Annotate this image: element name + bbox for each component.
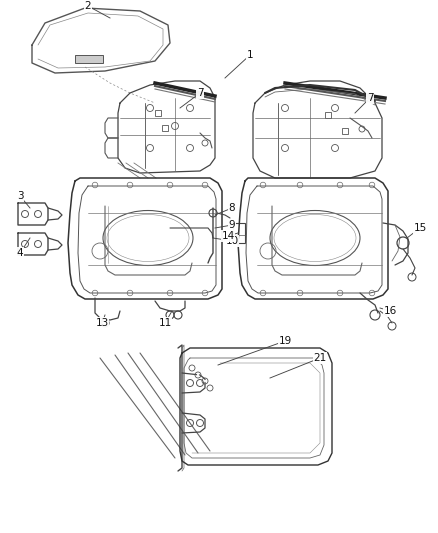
Bar <box>75 55 103 63</box>
Text: 7: 7 <box>367 93 373 103</box>
Text: 14: 14 <box>221 231 235 241</box>
Bar <box>155 110 161 116</box>
Text: 8: 8 <box>229 203 235 213</box>
Text: 3: 3 <box>17 191 23 201</box>
Text: 16: 16 <box>383 306 397 316</box>
Bar <box>325 112 331 118</box>
Text: 7: 7 <box>197 88 203 98</box>
Text: 4: 4 <box>17 248 23 258</box>
Circle shape <box>191 367 193 369</box>
Bar <box>233 223 245 243</box>
Text: 11: 11 <box>159 318 172 328</box>
Text: 1: 1 <box>247 50 253 60</box>
Text: 2: 2 <box>85 1 91 11</box>
Text: 13: 13 <box>95 318 109 328</box>
Text: 10: 10 <box>226 236 239 246</box>
Circle shape <box>204 380 206 382</box>
Circle shape <box>209 387 211 389</box>
Text: 9: 9 <box>229 220 235 230</box>
Bar <box>162 125 168 131</box>
Bar <box>342 128 348 134</box>
Circle shape <box>197 374 199 376</box>
Text: 21: 21 <box>313 353 327 363</box>
Text: 19: 19 <box>279 336 292 346</box>
Text: 15: 15 <box>413 223 427 233</box>
